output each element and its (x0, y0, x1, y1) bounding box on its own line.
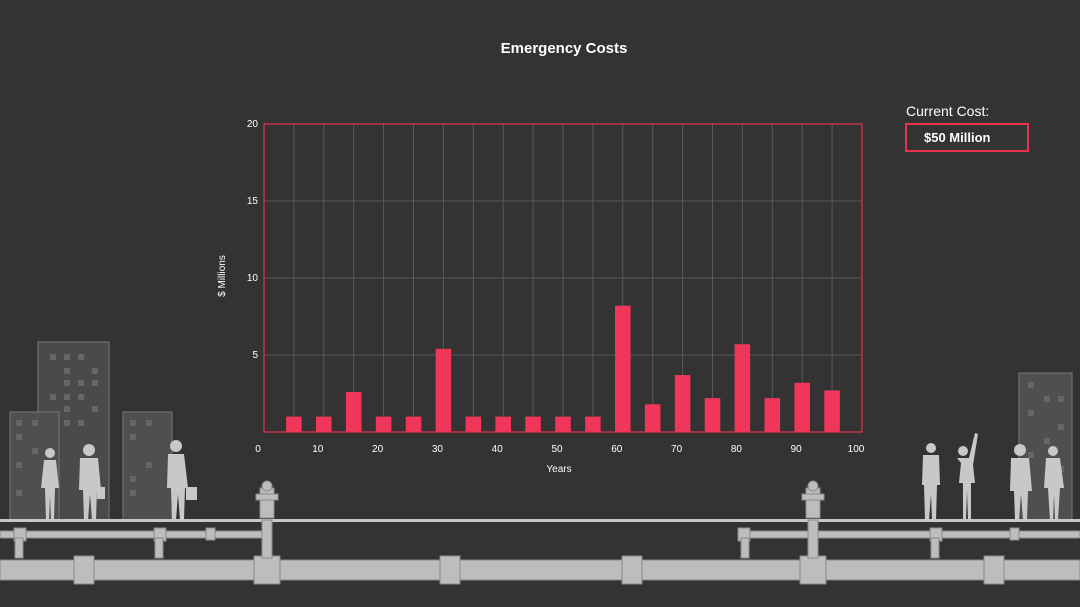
bar-30 (435, 348, 452, 432)
x-tick-label: 90 (791, 444, 803, 455)
y-tick-label: 5 (252, 350, 258, 361)
bar-35 (465, 416, 482, 432)
page-title: Emergency Costs (500, 40, 628, 57)
current-cost-value: $50 Million (924, 130, 991, 145)
bar-80 (734, 344, 751, 432)
pipes (0, 527, 1080, 585)
bar-65 (644, 404, 661, 432)
bar-40 (495, 416, 511, 432)
hydrant-icon (255, 480, 279, 559)
current-cost-label: Current Cost: (906, 103, 990, 119)
bar-90 (794, 382, 810, 432)
bar-85 (764, 398, 781, 432)
person-icon (957, 433, 978, 520)
x-tick-label: 100 (848, 444, 865, 455)
bar-25 (405, 416, 422, 432)
x-tick-label: 80 (731, 444, 743, 455)
bar-75 (704, 398, 721, 432)
person-icon (922, 443, 940, 520)
x-tick-label: 60 (611, 444, 623, 455)
y-axis-label: $ Millions (217, 255, 228, 297)
person-icon (41, 448, 59, 520)
bar-10 (316, 416, 332, 432)
y-tick-label: 20 (247, 119, 259, 130)
person-icon (167, 440, 197, 520)
chart-grid (264, 124, 862, 432)
chart-ticks: 0 10 20 30 40 50 60 70 80 90 100 20 15 10 5 (247, 119, 865, 455)
left-building-windows (16, 354, 152, 496)
bar-45 (525, 416, 541, 432)
plot-frame (263, 123, 863, 433)
bar-55 (585, 416, 601, 432)
person-icon (1010, 444, 1032, 520)
bar-20 (375, 416, 392, 432)
x-tick-label: 50 (551, 444, 563, 455)
street-line (0, 519, 1080, 522)
bar-95 (824, 390, 840, 432)
bar-70 (674, 375, 691, 432)
y-tick-label: 10 (247, 273, 259, 284)
x-tick-label: 40 (492, 444, 504, 455)
person-icon (1044, 446, 1064, 520)
x-tick-label: 20 (372, 444, 384, 455)
x-tick-label: 70 (671, 444, 683, 455)
bar-15 (345, 391, 362, 432)
x-axis-label: Years (546, 464, 571, 475)
person-icon (79, 444, 105, 520)
bar-60 (615, 305, 631, 432)
chart-bars (286, 305, 840, 432)
y-tick-label: 15 (247, 196, 259, 207)
x-tick-label: 30 (432, 444, 444, 455)
x-tick-label: 0 (255, 444, 261, 455)
bar-50 (555, 416, 571, 432)
hydrant-icon (801, 480, 825, 559)
bar-5 (286, 416, 302, 432)
x-tick-label: 10 (312, 444, 324, 455)
current-cost-value-box: $50 Million (905, 123, 1029, 152)
people-silhouettes (41, 433, 1064, 520)
